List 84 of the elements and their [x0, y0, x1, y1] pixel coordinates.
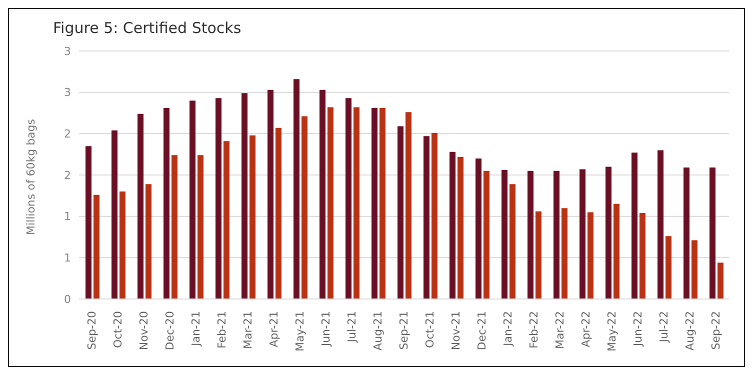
x-tick-label: Sep-22 [710, 311, 722, 350]
x-tick-label: Mar-21 [242, 311, 254, 350]
x-tick-label: Oct-20 [112, 311, 124, 348]
bar [580, 169, 586, 299]
x-tick-label: Dec-21 [476, 311, 488, 350]
x-tick-label: Jul-21 [346, 311, 358, 344]
x-tick-label: Sep-21 [398, 311, 410, 350]
y-tick-label: 0 [64, 292, 71, 306]
bar [562, 208, 568, 299]
bar [424, 136, 430, 299]
bar [328, 107, 334, 299]
bar [346, 98, 352, 299]
x-tick-label: Apr-22 [580, 311, 592, 348]
bar [510, 184, 516, 299]
bar [268, 90, 274, 299]
bar [640, 213, 646, 299]
bar [710, 168, 716, 299]
y-tick-label: 3 [64, 86, 71, 100]
bar [684, 168, 690, 299]
bar [354, 107, 360, 299]
bar [302, 116, 308, 299]
x-tick-label: Nov-21 [450, 311, 462, 350]
bar [198, 155, 204, 299]
bar [588, 212, 594, 299]
x-tick-label: Oct-21 [424, 311, 436, 348]
x-tick-label: May-22 [606, 311, 618, 352]
bar [242, 93, 248, 299]
x-tick-label: Nov-20 [138, 311, 150, 350]
bar [86, 146, 92, 299]
x-tick-label: Jan-21 [190, 311, 202, 347]
x-tick-label: Feb-22 [528, 311, 540, 348]
x-tick-label: Mar-22 [554, 311, 566, 350]
y-tick-label: 1 [64, 252, 71, 265]
x-tick-label: Jun-21 [320, 311, 332, 348]
bar [190, 100, 196, 299]
x-tick-label: Dec-20 [164, 311, 176, 350]
bar [554, 170, 560, 299]
bar [528, 170, 534, 299]
bar [138, 114, 144, 299]
x-tick-label: Jul-22 [658, 311, 670, 344]
y-tick-label: 2 [64, 128, 71, 141]
bar [164, 108, 170, 299]
y-tick-label: 2 [64, 168, 71, 182]
bar [380, 108, 386, 299]
bar [294, 79, 300, 299]
x-tick-label: Jan-22 [502, 311, 514, 347]
bar [658, 150, 664, 299]
x-tick-label: Aug-22 [684, 311, 696, 350]
bar [432, 132, 438, 299]
y-tick-label: 3 [64, 44, 71, 58]
bar [120, 192, 126, 299]
x-tick-label: Feb-21 [216, 311, 228, 348]
bar [476, 158, 482, 299]
x-tick-label: May-21 [294, 311, 306, 352]
bar [320, 90, 326, 299]
bar [216, 98, 222, 299]
bar [614, 204, 620, 299]
bar [372, 108, 378, 299]
y-axis-title: Millions of 60kg bags [24, 118, 38, 236]
bar [484, 170, 490, 299]
x-tick-label: Aug-21 [372, 311, 384, 350]
x-tick-label: Sep-20 [86, 311, 98, 350]
bar [250, 135, 256, 299]
bar [718, 262, 724, 299]
chart-title: Figure 5: Certified Stocks [53, 19, 242, 37]
bar [632, 152, 638, 299]
x-tick-label: Jun-22 [632, 311, 644, 348]
bar [146, 184, 152, 299]
bar [692, 240, 698, 299]
bar [406, 112, 412, 299]
bar [224, 141, 230, 299]
x-tick-label: Apr-21 [268, 311, 280, 348]
y-tick-label: 1 [64, 210, 71, 224]
bar [502, 170, 508, 299]
bar [458, 156, 464, 299]
bar [536, 211, 542, 299]
bar [606, 166, 612, 299]
bar [94, 194, 100, 299]
bar [276, 128, 282, 299]
bar [112, 130, 118, 299]
bar [398, 126, 404, 299]
bar [666, 236, 672, 299]
bar [450, 152, 456, 299]
bar [172, 155, 178, 299]
